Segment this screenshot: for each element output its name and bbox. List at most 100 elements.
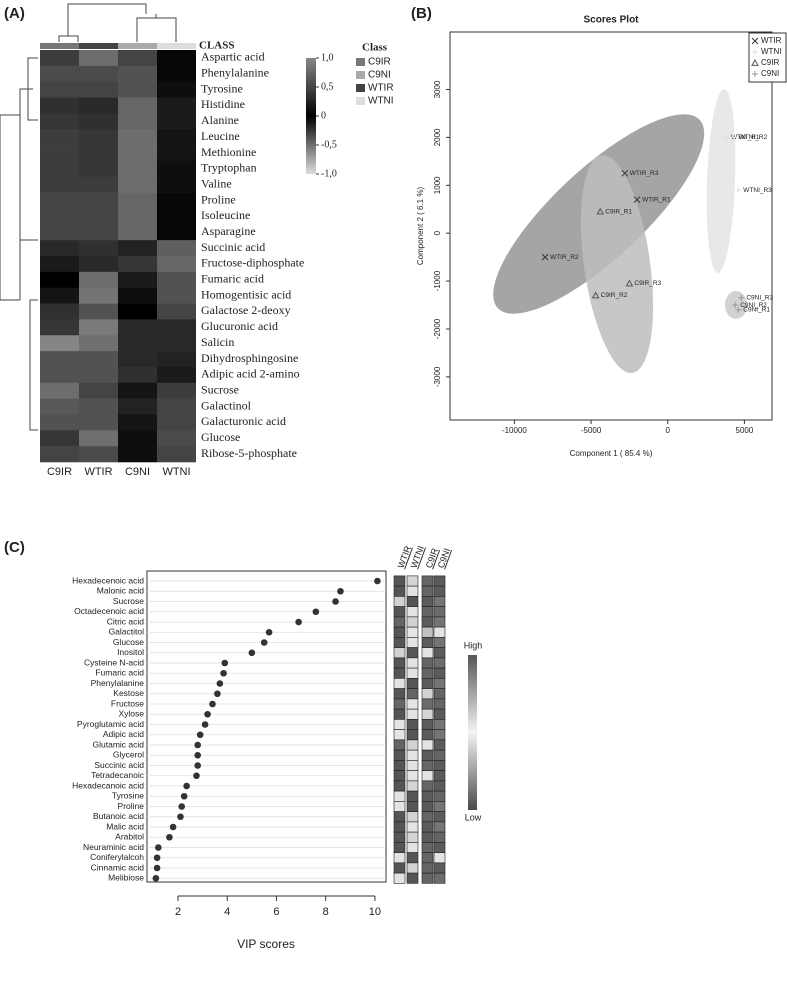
x-tick-label: 5000 — [736, 426, 754, 435]
point-label: WTIR_R1 — [642, 196, 671, 203]
y-tick-label: Inositol — [117, 647, 144, 657]
row-label: Valine — [201, 176, 232, 190]
heatmap-cell — [433, 678, 446, 689]
y-tick-label: Neuraminic acid — [83, 842, 144, 852]
plot-frame — [146, 570, 387, 883]
y-tick-label: Galactitol — [109, 627, 145, 637]
y-tick-label: Succinic acid — [94, 760, 144, 770]
heatmap-cell — [433, 647, 446, 659]
point-label: WTNI_R1 — [731, 134, 760, 141]
heatmap-cell — [40, 256, 79, 273]
heatmap-cell — [421, 575, 434, 587]
y-tick-label: Melibiose — [108, 873, 144, 883]
x-axis-label: Component 1 ( 85.4 %) — [570, 449, 653, 458]
heatmap-cell — [157, 446, 196, 463]
dot — [194, 762, 202, 769]
point-label: C9NI_R1 — [743, 307, 770, 314]
heatmap-cell — [118, 129, 157, 146]
colorbar-tick-label: -1,0 — [321, 168, 337, 179]
class-bar — [157, 43, 196, 49]
heatmap-cell — [421, 667, 434, 679]
heatmap-cell — [79, 129, 118, 146]
heatmap-cell — [406, 842, 419, 853]
dot — [178, 803, 186, 810]
heatmap-cell — [157, 145, 196, 162]
point — [735, 306, 742, 313]
heatmap-cell — [433, 790, 446, 802]
heatmap-cell — [433, 596, 446, 607]
heatmap-cell — [118, 430, 157, 447]
colorbar-label: Low — [465, 812, 482, 822]
y-tick-label: Phenylalanine — [91, 678, 145, 688]
heatmap-cell — [433, 729, 446, 741]
heatmap-cell — [393, 637, 406, 648]
y-tick-label: 2000 — [433, 128, 442, 146]
dot — [248, 649, 256, 657]
heatmap-cell — [157, 113, 196, 130]
dot — [312, 608, 320, 616]
heatmap-cell — [393, 790, 406, 802]
heatmap-cell — [40, 97, 79, 114]
heatmap-cell — [118, 303, 157, 320]
row-label: Phenylalanine — [201, 66, 269, 80]
heatmap-cell — [118, 446, 157, 463]
heatmap-cell — [393, 739, 406, 751]
heatmap-cell — [433, 606, 446, 618]
heatmap-cell — [406, 831, 419, 843]
colorbar-tick-label: -0,5 — [321, 139, 337, 150]
row-label: Ribose-5-phosphate — [201, 446, 297, 460]
heatmap-cell — [421, 862, 434, 874]
heatmap-cell — [421, 596, 434, 607]
row-label: Glucuronic acid — [201, 319, 278, 333]
heatmap-cell — [393, 749, 406, 761]
heatmap-cell — [118, 224, 157, 241]
point — [735, 187, 742, 194]
dot — [153, 864, 161, 872]
x-tick-label: 6 — [273, 906, 279, 918]
legend-marker — [751, 37, 759, 45]
row-label: Tyrosine — [201, 81, 243, 95]
y-tick-label: Pyroglutamic acid — [77, 719, 144, 729]
legend-label: WTIR — [368, 83, 394, 94]
x-tick-label: 10 — [369, 906, 381, 918]
point — [738, 294, 745, 301]
heatmap-cell — [393, 760, 406, 771]
y-tick-label: Coniferylalcoh — [90, 852, 144, 862]
heatmap-cell — [157, 319, 196, 336]
heatmap-cell — [406, 852, 419, 864]
row-label: Alanine — [201, 113, 239, 127]
heatmap-cell — [157, 50, 196, 67]
legend-title: Class — [362, 42, 388, 54]
heatmap-cell — [40, 192, 79, 209]
dot — [177, 813, 184, 821]
column-label: WTIR — [84, 466, 112, 478]
heatmap-cell — [40, 414, 79, 431]
heatmap-cell — [421, 678, 434, 689]
heatmap-cell — [118, 271, 157, 288]
heatmap-cell — [118, 145, 157, 162]
row-label: Homogentisic acid — [201, 287, 291, 301]
heatmap-cell — [79, 382, 118, 399]
y-tick-label: Butanoic acid — [93, 811, 144, 821]
heatmap-cell — [393, 821, 406, 833]
y-tick-label: Proline — [118, 801, 145, 811]
heatmap-cell — [406, 821, 419, 833]
heatmap-cell — [433, 842, 446, 853]
heatmap-cell — [433, 770, 446, 782]
legend-label: C9NI — [368, 70, 391, 81]
heatmap-cell — [421, 657, 434, 669]
heatmap-cell — [118, 351, 157, 368]
class-bar — [79, 43, 118, 49]
heatmap-cell — [40, 398, 79, 415]
heatmap-cell — [406, 698, 419, 710]
dot — [374, 577, 381, 585]
heatmap-cell — [421, 780, 434, 792]
heatmap-cell — [157, 335, 196, 352]
point — [591, 291, 600, 299]
heatmap-cell — [118, 335, 157, 352]
dot — [214, 690, 221, 698]
heatmap-cell — [118, 287, 157, 304]
point-label: C9IR_R1 — [605, 208, 632, 215]
heatmap-cell — [40, 351, 79, 368]
heatmap-cell — [118, 240, 157, 257]
